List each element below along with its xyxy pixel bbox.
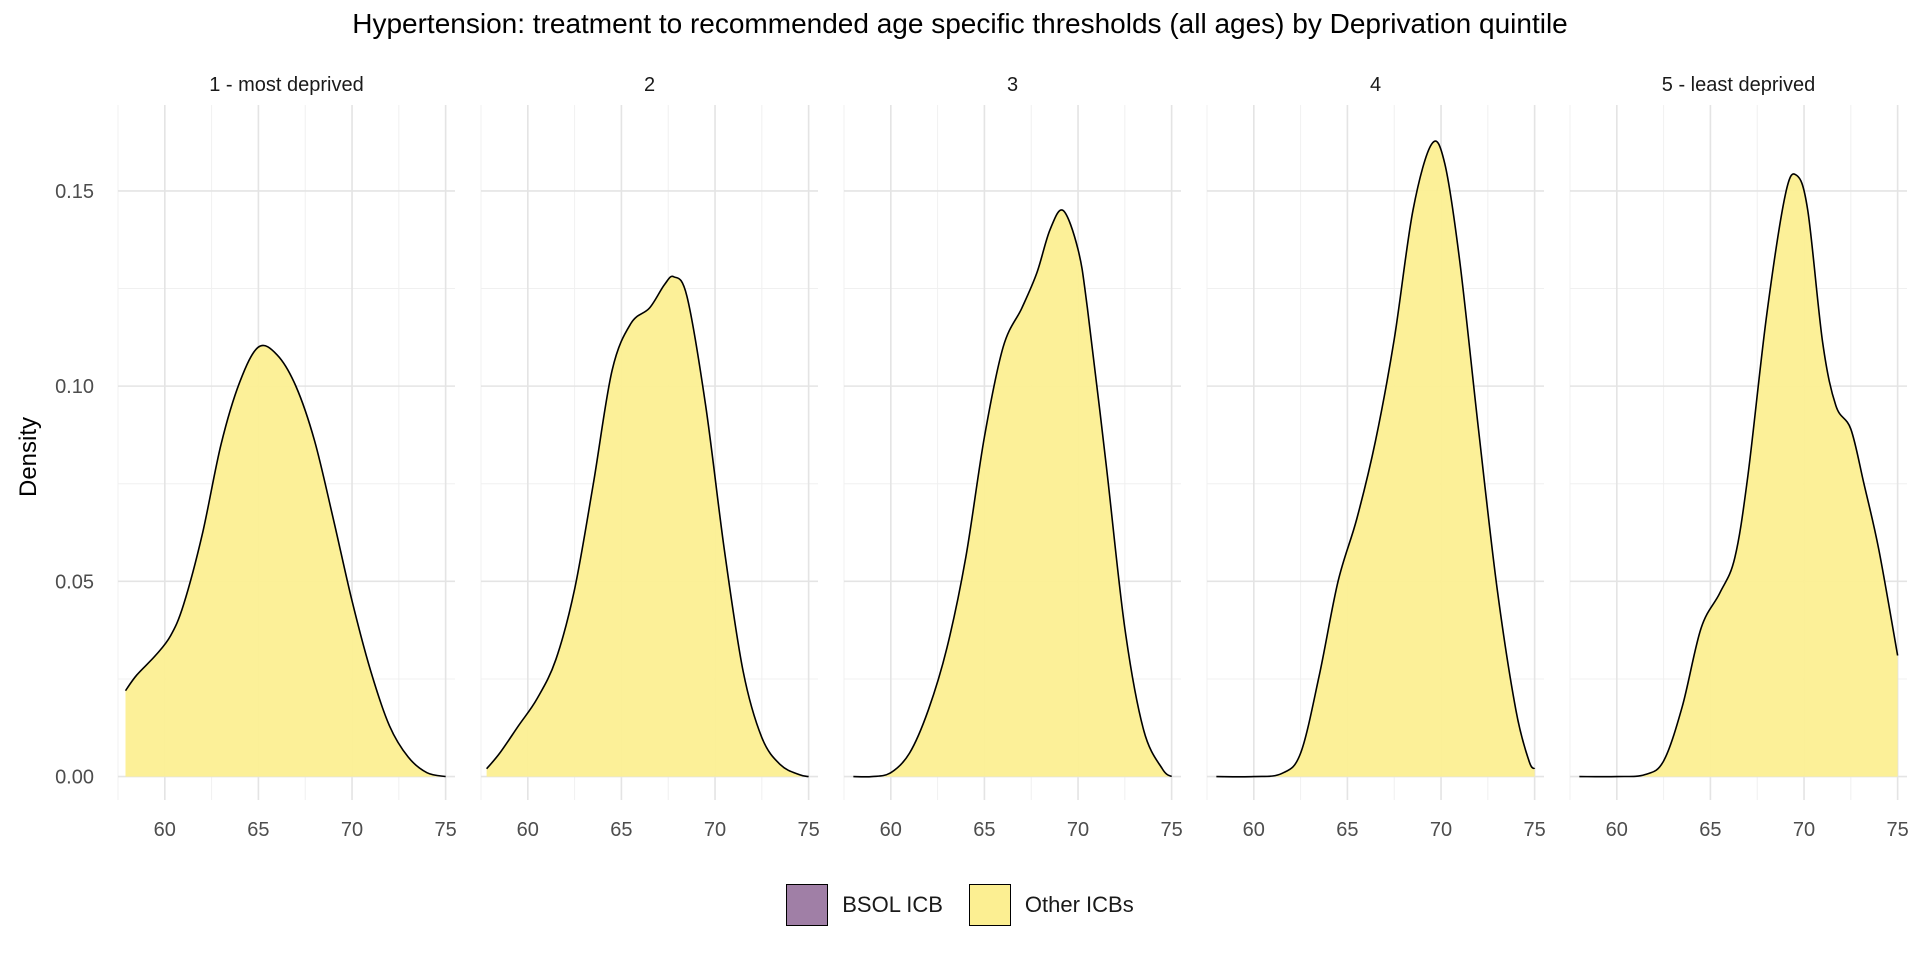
legend-label-bsol: BSOL ICB — [842, 892, 943, 917]
density-area — [1216, 141, 1535, 777]
density-curve — [124, 344, 446, 778]
x-tick-label: 70 — [341, 819, 363, 841]
x-tick-label: 65 — [1336, 819, 1358, 841]
x-tick-label: 60 — [880, 819, 902, 841]
x-tick-label: 60 — [1606, 819, 1628, 841]
legend-swatch-bsol — [786, 884, 829, 926]
y-tick-label: 0.00 — [55, 767, 94, 789]
density-curve — [1216, 140, 1536, 778]
x-tick-label: 70 — [1067, 819, 1089, 841]
x-tick-label: 75 — [798, 819, 820, 841]
legend-item-other: Other ICBs — [968, 884, 1134, 926]
density-curve — [853, 209, 1173, 778]
density-area — [853, 209, 1172, 777]
density-area — [1579, 173, 1898, 777]
facet-panel: 1 - most deprived 60 65 70 75 — [117, 74, 457, 841]
x-tick-label: 60 — [1243, 819, 1265, 841]
x-tick-label: 75 — [1161, 819, 1183, 841]
facet-panel: 3 60 65 70 75 — [843, 74, 1183, 841]
x-tick-label: 60 — [517, 819, 539, 841]
facet-strip-label: 4 — [1370, 74, 1381, 96]
density-area — [125, 345, 446, 777]
x-tick-label: 70 — [1430, 819, 1452, 841]
x-tick-label: 70 — [704, 819, 726, 841]
facet-strip-label: 3 — [1007, 74, 1018, 96]
x-tick-label: 75 — [1887, 819, 1909, 841]
y-axis-ticks: 0.00 0.05 0.10 0.15 — [55, 181, 94, 789]
facet-panels: 1 - most deprived 60 65 70 75 2 60 65 70 75 3 60 65 7… — [117, 74, 1909, 841]
facet-strip-label: 5 - least deprived — [1662, 74, 1815, 96]
x-tick-label: 65 — [973, 819, 995, 841]
x-tick-label: 70 — [1793, 819, 1815, 841]
facet-panel: 4 60 65 70 75 — [1206, 74, 1546, 841]
x-tick-label: 65 — [610, 819, 632, 841]
x-tick-label: 60 — [154, 819, 176, 841]
x-tick-label: 75 — [1524, 819, 1546, 841]
chart-title: Hypertension: treatment to recommended a… — [352, 8, 1568, 39]
x-tick-label: 65 — [1699, 819, 1721, 841]
x-tick-label: 75 — [435, 819, 457, 841]
legend-item-bsol: BSOL ICB — [786, 884, 943, 926]
facet-strip-label: 2 — [644, 74, 655, 96]
legend: BSOL ICB Other ICBs — [0, 884, 1920, 926]
density-curve — [1579, 173, 1899, 778]
x-tick-label: 65 — [247, 819, 269, 841]
y-axis-label: Density — [15, 417, 42, 497]
density-curve — [486, 275, 809, 778]
y-tick-label: 0.15 — [55, 181, 94, 203]
facet-panel: 5 - least deprived 60 65 70 75 — [1569, 74, 1909, 841]
legend-label-other: Other ICBs — [1024, 892, 1134, 917]
facet-strip-label: 1 - most deprived — [209, 74, 364, 96]
facet-panel: 2 60 65 70 75 — [480, 74, 820, 841]
y-tick-label: 0.10 — [55, 376, 94, 398]
y-tick-label: 0.05 — [55, 571, 94, 593]
legend-swatch-other — [968, 884, 1011, 926]
density-area — [486, 276, 809, 777]
